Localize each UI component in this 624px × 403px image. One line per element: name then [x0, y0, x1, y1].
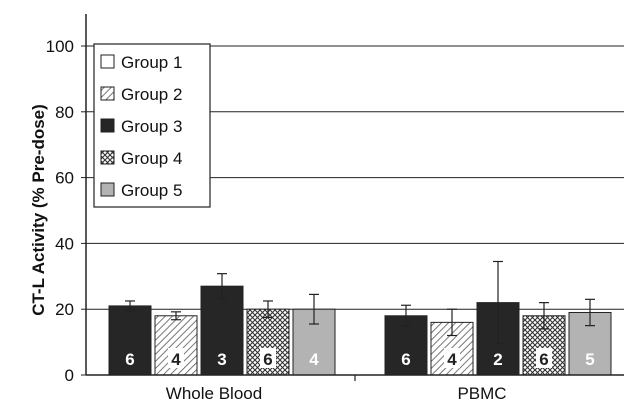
- y-tick-label: 0: [65, 366, 74, 385]
- bar: [108, 305, 152, 376]
- bar-label-bg: [306, 348, 322, 368]
- bar-label-bg: [260, 348, 276, 368]
- bar-count-label: 4: [447, 350, 457, 369]
- legend-label: Group 5: [121, 181, 182, 200]
- y-tick-label: 60: [55, 169, 74, 188]
- y-axis-label: CT-L Activity (% Pre-dose): [29, 104, 48, 316]
- bar-count-label: 6: [401, 350, 410, 369]
- bars: 6 4 3 6 4 6 4 2 6 5: [108, 260, 612, 376]
- y-tick-label: 20: [55, 300, 74, 319]
- bar-count-label: 4: [309, 350, 319, 369]
- y-tick-labels: 0 20 40 60 80 100: [46, 37, 86, 385]
- legend-swatch: [100, 54, 115, 69]
- legend-label: Group 1: [121, 53, 182, 72]
- bar-count-label: 6: [263, 350, 272, 369]
- bar-count-label: 4: [171, 350, 181, 369]
- x-category-label: Whole Blood: [166, 384, 262, 403]
- x-category-label: PBMC: [457, 384, 506, 403]
- legend-label: Group 4: [121, 149, 182, 168]
- bar-label-bg: [536, 348, 552, 368]
- bar-count-label: 5: [585, 350, 594, 369]
- bar-label-bg: [168, 348, 184, 368]
- legend-swatch: [100, 182, 115, 197]
- axes: [85, 14, 624, 381]
- y-tick-label: 80: [55, 103, 74, 122]
- bar: [200, 285, 244, 376]
- legend-swatch: [100, 118, 115, 133]
- bar-count-label: 2: [493, 350, 502, 369]
- bar-count-label: 3: [217, 350, 226, 369]
- y-tick-label: 100: [46, 37, 74, 56]
- legend-label: Group 3: [121, 117, 182, 136]
- bar-count-label: 6: [539, 350, 548, 369]
- x-category-labels: Whole Blood PBMC: [166, 384, 507, 403]
- bar-count-label: 6: [125, 350, 134, 369]
- legend-swatch: [100, 150, 115, 165]
- legend-swatch: [100, 86, 115, 101]
- bar-label-bg: [444, 348, 460, 368]
- y-tick-label: 40: [55, 234, 74, 253]
- bar-label-bg: [582, 348, 598, 368]
- legend: Group 1 Group 2 Group 3 Group 4 Group 5: [93, 43, 211, 208]
- legend-label: Group 2: [121, 85, 182, 104]
